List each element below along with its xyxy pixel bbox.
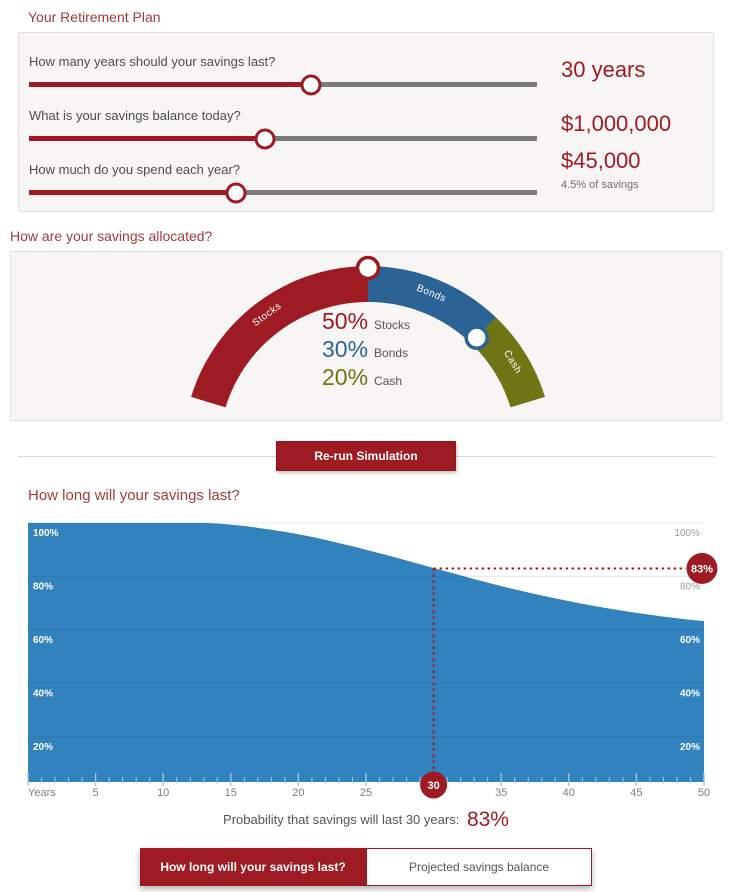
- probability-area-chart: 100% 100% 80% 80% 60% 60% 40% 40% 20% 20% Years 5 10…: [27, 522, 718, 799]
- chart-title: How long will your savings last?: [28, 486, 240, 504]
- slider-handle-spend[interactable]: [225, 182, 247, 204]
- y-axis-label-right: 20%: [680, 742, 700, 753]
- probability-badge: [686, 552, 718, 584]
- simulation-button-row: Re-run Simulation: [0, 440, 732, 471]
- year-badge-label: 30: [427, 780, 439, 792]
- y-axis-label-left: 80%: [33, 581, 53, 592]
- x-axis-label: 15: [225, 787, 237, 799]
- x-axis-label: 50: [698, 787, 710, 799]
- slider-track-years[interactable]: [29, 74, 537, 96]
- gauge-segment-cash: [471, 317, 545, 408]
- gauge-segment-stocks: [191, 265, 368, 408]
- slider-fill: [29, 82, 312, 88]
- rerun-simulation-button[interactable]: Re-run Simulation: [276, 440, 456, 471]
- probability-note-value: 83%: [466, 807, 509, 831]
- x-axis-label: 40: [563, 787, 575, 799]
- slider-track-spend[interactable]: [29, 182, 537, 204]
- probability-area: [28, 522, 704, 782]
- allocation-label: Cash: [374, 373, 403, 388]
- sliders-panel: How many years should your savings last?…: [18, 31, 714, 212]
- slider-value-years: 30 years: [561, 56, 646, 82]
- allocation-gauge-chart: Stocks Bonds Cash: [191, 255, 545, 408]
- x-axis-label: 20: [292, 787, 304, 799]
- allocation-legend-item: 30% Bonds: [322, 335, 410, 362]
- chart-tabs: How long will your savings last? Project…: [140, 847, 592, 886]
- slider-question-spend: How much do you spend each year?: [29, 162, 241, 178]
- probability-badge-label: 83%: [691, 563, 713, 575]
- x-axis-title: Years: [28, 787, 56, 799]
- y-axis-label-left: 20%: [33, 742, 53, 753]
- x-axis-label: 35: [495, 787, 507, 799]
- y-axis-label-left: 100%: [33, 528, 59, 539]
- page-title: Your Retirement Plan: [28, 9, 161, 25]
- slider-question-balance: What is your savings balance today?: [29, 108, 241, 124]
- x-axis-label: 25: [360, 787, 372, 799]
- slider-row-years: How many years should your savings last?…: [29, 43, 699, 97]
- gauge-handle-stocks-bonds[interactable]: [355, 255, 381, 280]
- y-axis-label-right: 100%: [674, 528, 700, 539]
- slider-handle-years[interactable]: [300, 74, 322, 96]
- x-axis-label: 45: [630, 787, 642, 799]
- allocation-label: Stocks: [374, 317, 411, 332]
- allocation-legend-item: 50% Stocks: [322, 307, 411, 334]
- slider-subvalue-spend: 4.5% of savings: [561, 178, 639, 191]
- slider-value-spend: $45,000: [561, 147, 641, 173]
- allocation-title: How are your savings allocated?: [10, 227, 213, 244]
- slider-fill: [29, 136, 266, 142]
- slider-row-balance: What is your savings balance today? $1,0…: [29, 97, 699, 151]
- y-axis-label-right: 60%: [680, 635, 700, 646]
- y-axis-label-right: 80%: [680, 581, 700, 592]
- slider-row-spend: How much do you spend each year? $45,000…: [29, 147, 699, 205]
- x-axis-label: 5: [93, 787, 99, 799]
- year-badge[interactable]: [420, 771, 448, 799]
- slider-fill: [29, 190, 236, 196]
- allocation-legend: 50% Stocks 30% Bonds 20% Cash: [322, 307, 411, 394]
- slider-handle-balance[interactable]: [254, 128, 276, 150]
- y-axis-label-right: 40%: [680, 688, 700, 699]
- allocation-percent: 20%: [322, 363, 369, 390]
- tab-projected-balance[interactable]: Projected savings balance: [366, 847, 592, 886]
- gauge-handle-bonds-cash[interactable]: [464, 325, 489, 350]
- allocation-gauge-panel: Stocks Bonds Cash 50% Stocks 30% Bonds 20% Cash: [10, 250, 722, 421]
- probability-note: Probability that savings will last 30 ye…: [0, 808, 732, 832]
- y-axis-label-left: 60%: [33, 635, 53, 646]
- gauge-segment-bonds: [368, 265, 497, 344]
- allocation-label: Bonds: [374, 345, 409, 360]
- allocation-percent: 50%: [322, 307, 369, 334]
- y-axis-label-left: 40%: [33, 688, 53, 699]
- x-axis-label: 10: [157, 787, 169, 799]
- slider-value-balance: $1,000,000: [561, 110, 672, 136]
- retirement-dashboard: Your Retirement Plan How many years shou…: [0, 9, 732, 886]
- slider-question-years: How many years should your savings last?: [29, 54, 276, 70]
- slider-track-balance[interactable]: [29, 128, 537, 150]
- probability-note-text: Probability that savings will last 30 ye…: [223, 811, 460, 827]
- allocation-percent: 30%: [322, 335, 369, 362]
- allocation-legend-item: 20% Cash: [322, 363, 410, 390]
- tab-how-long[interactable]: How long will your savings last?: [140, 847, 366, 886]
